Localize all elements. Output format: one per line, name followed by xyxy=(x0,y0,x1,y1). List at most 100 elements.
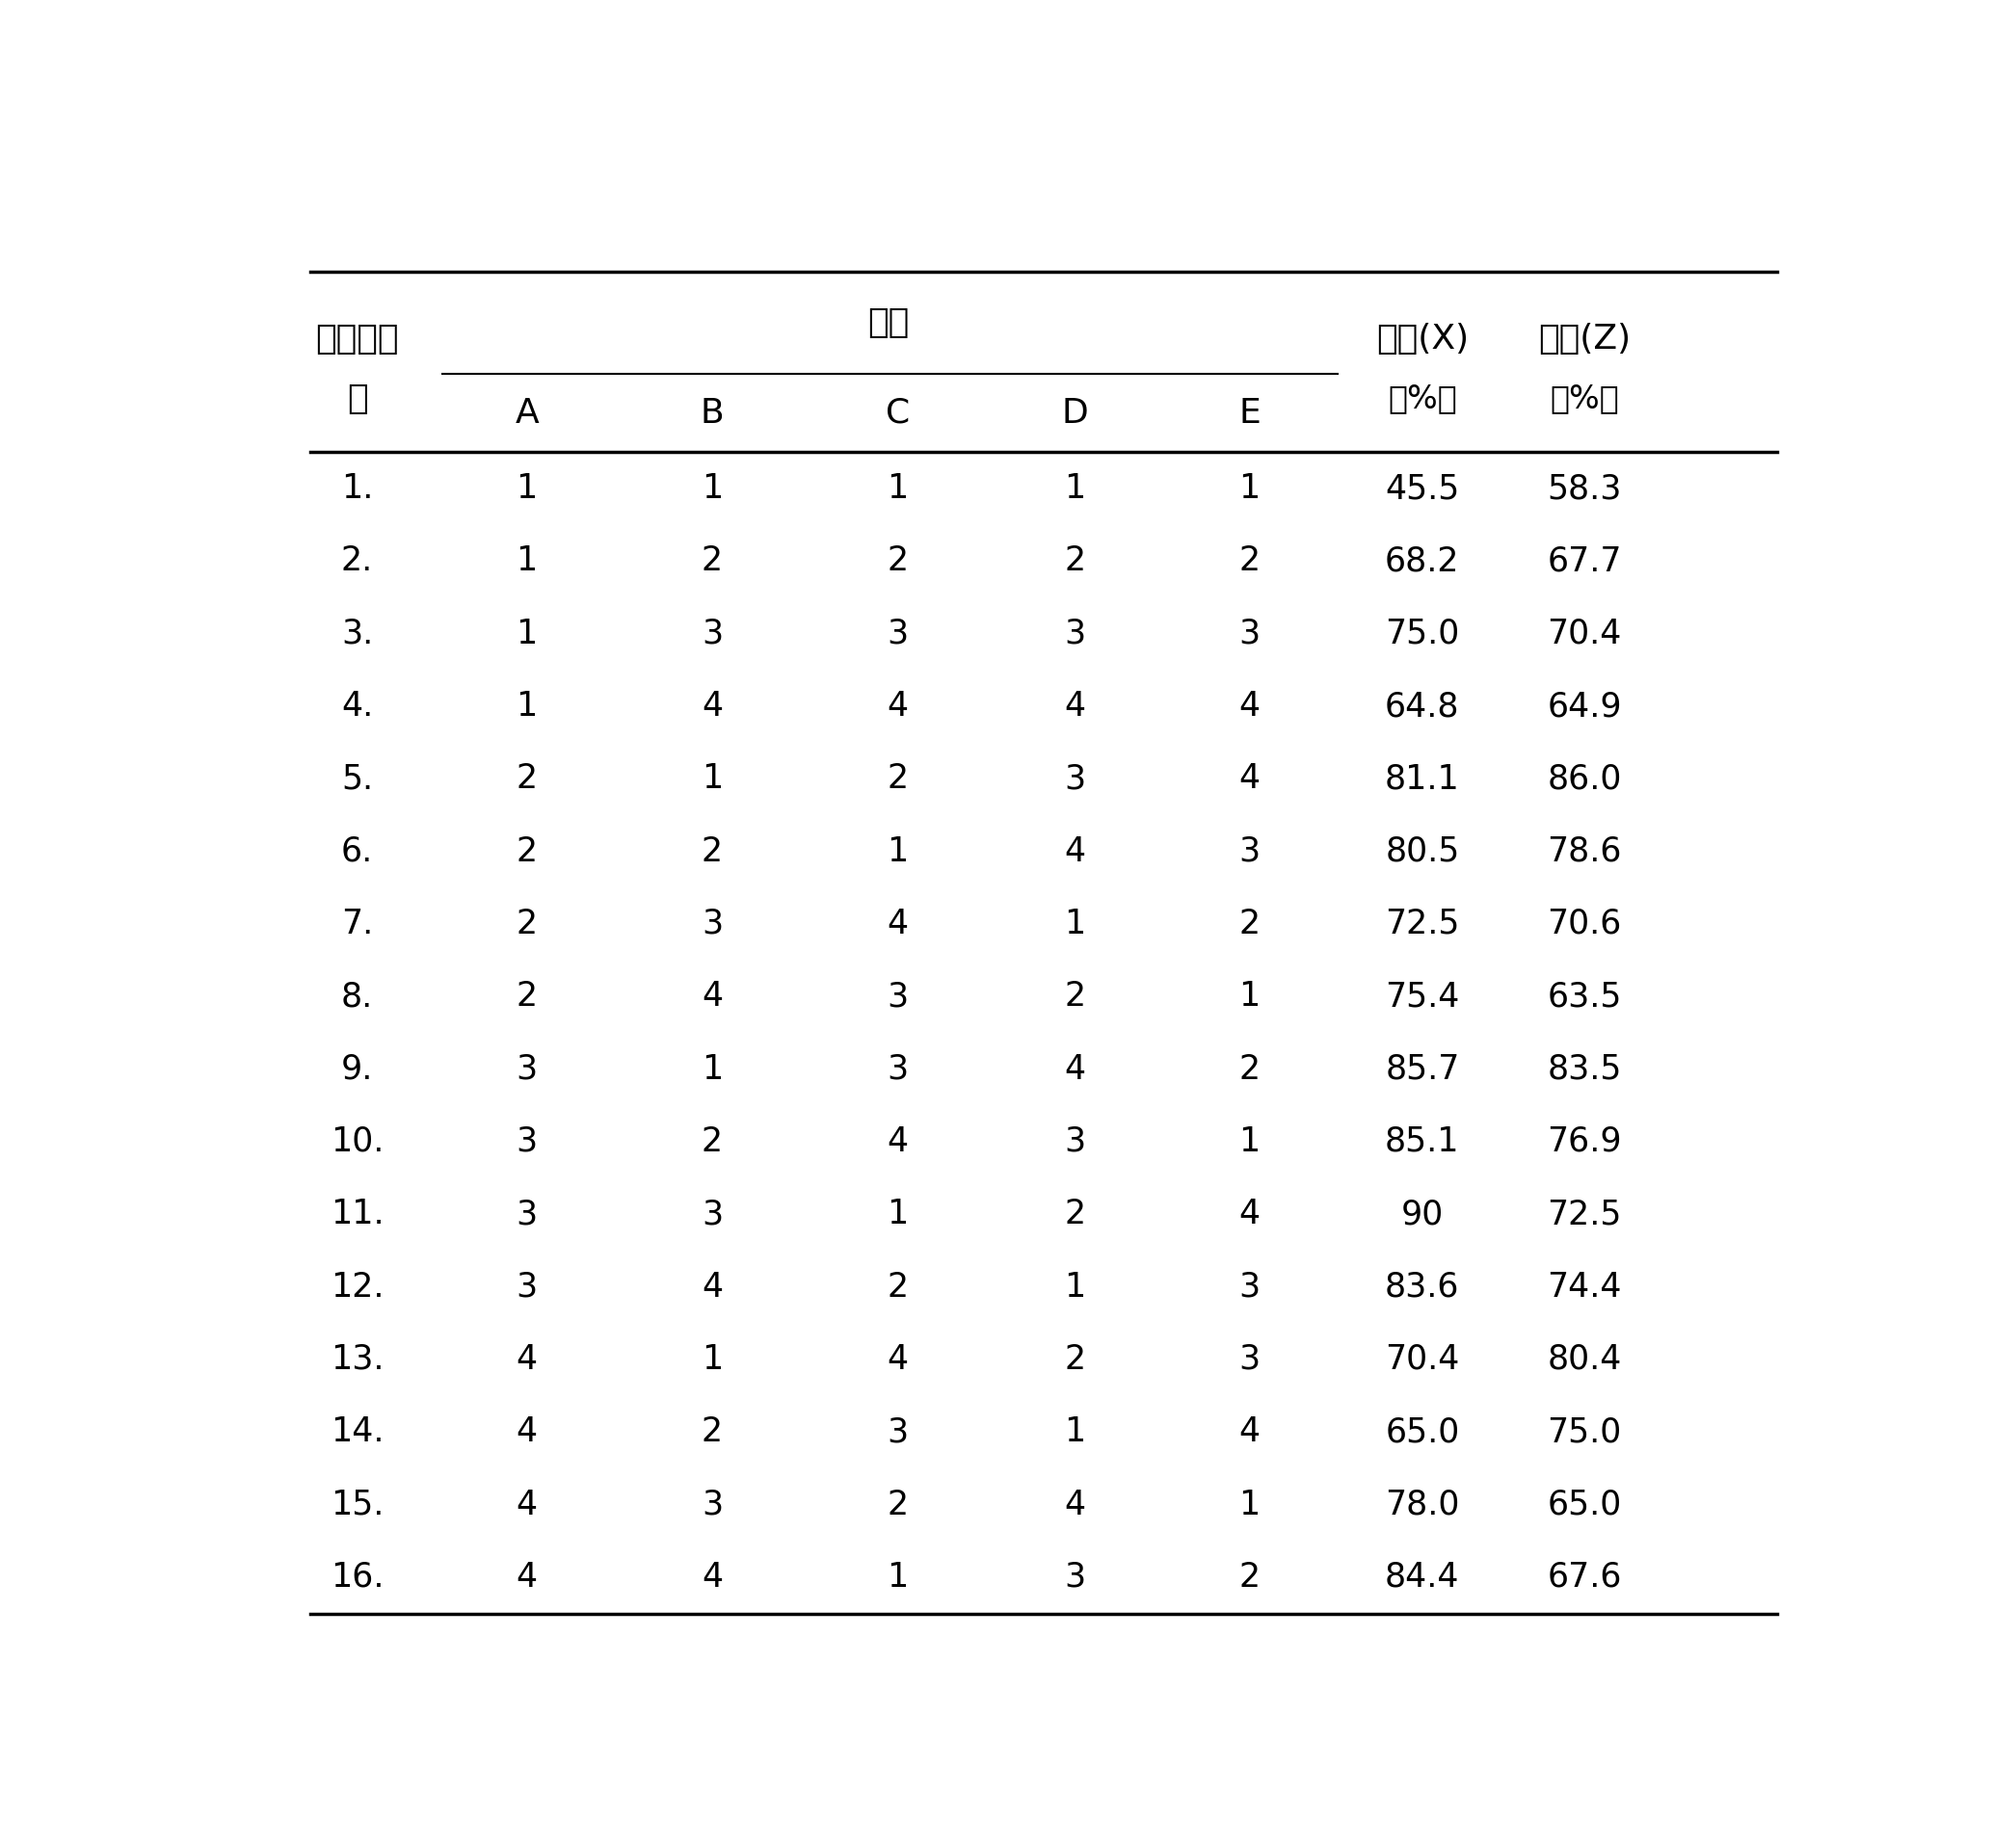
Text: 70.4: 70.4 xyxy=(1548,617,1621,650)
Text: 3: 3 xyxy=(701,907,723,941)
Text: 4: 4 xyxy=(1239,1198,1261,1231)
Text: 1: 1 xyxy=(701,473,723,505)
Text: 85.1: 85.1 xyxy=(1384,1125,1460,1159)
Text: 3.: 3. xyxy=(341,617,373,650)
Text: 3: 3 xyxy=(1064,617,1086,650)
Text: 1: 1 xyxy=(1064,473,1086,505)
Text: 83.5: 83.5 xyxy=(1548,1053,1621,1085)
Text: 4: 4 xyxy=(516,1343,538,1375)
Text: 6.: 6. xyxy=(341,835,373,869)
Text: 3: 3 xyxy=(886,1053,908,1085)
Text: 2: 2 xyxy=(886,763,908,795)
Text: 2: 2 xyxy=(1064,1198,1086,1231)
Text: 72.5: 72.5 xyxy=(1384,907,1460,941)
Text: 2: 2 xyxy=(1239,545,1261,578)
Text: 1: 1 xyxy=(886,1198,908,1231)
Text: 4: 4 xyxy=(886,1343,908,1375)
Text: 1: 1 xyxy=(1239,979,1261,1013)
Text: 1: 1 xyxy=(1239,1488,1261,1521)
Text: 1: 1 xyxy=(701,1053,723,1085)
Text: B: B xyxy=(701,397,723,429)
Text: 12.: 12. xyxy=(331,1270,384,1303)
Text: 2: 2 xyxy=(516,907,538,941)
Text: 3: 3 xyxy=(1239,1270,1261,1303)
Text: 4: 4 xyxy=(886,907,908,941)
Text: 1: 1 xyxy=(886,1562,908,1593)
Text: 13.: 13. xyxy=(331,1343,384,1375)
Text: 2: 2 xyxy=(1064,1343,1086,1375)
Text: 75.0: 75.0 xyxy=(1548,1416,1621,1449)
Text: 2: 2 xyxy=(516,835,538,869)
Text: 2: 2 xyxy=(701,1125,723,1159)
Text: 75.4: 75.4 xyxy=(1384,979,1460,1013)
Text: 4: 4 xyxy=(701,1562,723,1593)
Text: 9.: 9. xyxy=(341,1053,373,1085)
Text: 78.6: 78.6 xyxy=(1548,835,1621,869)
Text: 实施例序: 实施例序 xyxy=(315,323,398,355)
Text: A: A xyxy=(516,397,538,429)
Text: 3: 3 xyxy=(1239,835,1261,869)
Text: 3: 3 xyxy=(516,1053,538,1085)
Text: 84.4: 84.4 xyxy=(1384,1562,1460,1593)
Text: 号: 号 xyxy=(347,383,367,416)
Text: 70.6: 70.6 xyxy=(1548,907,1621,941)
Text: 3: 3 xyxy=(516,1270,538,1303)
Text: 3: 3 xyxy=(1064,763,1086,795)
Text: 4: 4 xyxy=(701,979,723,1013)
Text: 80.5: 80.5 xyxy=(1384,835,1460,869)
Text: 3: 3 xyxy=(1239,1343,1261,1375)
Text: 58.3: 58.3 xyxy=(1548,473,1621,505)
Text: 65.0: 65.0 xyxy=(1384,1416,1460,1449)
Text: 68.2: 68.2 xyxy=(1384,545,1460,578)
Text: 3: 3 xyxy=(1064,1125,1086,1159)
Text: 11.: 11. xyxy=(331,1198,384,1231)
Text: 14.: 14. xyxy=(331,1416,384,1449)
Text: 2: 2 xyxy=(1239,1562,1261,1593)
Text: （%）: （%） xyxy=(1550,383,1619,414)
Text: 3: 3 xyxy=(701,1488,723,1521)
Text: 1: 1 xyxy=(886,835,908,869)
Text: 1: 1 xyxy=(1064,907,1086,941)
Text: E: E xyxy=(1239,397,1261,429)
Text: 2: 2 xyxy=(1239,907,1261,941)
Text: 4: 4 xyxy=(886,689,908,723)
Text: 2: 2 xyxy=(701,1416,723,1449)
Text: 3: 3 xyxy=(701,617,723,650)
Text: 2: 2 xyxy=(701,545,723,578)
Text: 80.4: 80.4 xyxy=(1548,1343,1621,1375)
Text: 因素: 因素 xyxy=(867,307,908,340)
Text: 75.0: 75.0 xyxy=(1384,617,1460,650)
Text: 72.5: 72.5 xyxy=(1548,1198,1621,1231)
Text: 品位(Z): 品位(Z) xyxy=(1538,323,1631,355)
Text: 2: 2 xyxy=(1064,545,1086,578)
Text: （%）: （%） xyxy=(1388,383,1456,414)
Text: 70.4: 70.4 xyxy=(1384,1343,1460,1375)
Text: 3: 3 xyxy=(1064,1562,1086,1593)
Text: 1: 1 xyxy=(1064,1416,1086,1449)
Text: 4: 4 xyxy=(1239,689,1261,723)
Text: 4: 4 xyxy=(1064,689,1086,723)
Text: 1: 1 xyxy=(1064,1270,1086,1303)
Text: 3: 3 xyxy=(516,1198,538,1231)
Text: 2: 2 xyxy=(701,835,723,869)
Text: 86.0: 86.0 xyxy=(1548,763,1621,795)
Text: 3: 3 xyxy=(886,1416,908,1449)
Text: 2: 2 xyxy=(1064,979,1086,1013)
Text: D: D xyxy=(1062,397,1088,429)
Text: 65.0: 65.0 xyxy=(1548,1488,1621,1521)
Text: 4: 4 xyxy=(516,1562,538,1593)
Text: 1: 1 xyxy=(516,689,538,723)
Text: 5.: 5. xyxy=(341,763,373,795)
Text: 78.0: 78.0 xyxy=(1384,1488,1460,1521)
Text: 7.: 7. xyxy=(341,907,373,941)
Text: 74.4: 74.4 xyxy=(1548,1270,1621,1303)
Text: 4: 4 xyxy=(1064,835,1086,869)
Text: 3: 3 xyxy=(516,1125,538,1159)
Text: 4.: 4. xyxy=(341,689,373,723)
Text: 1: 1 xyxy=(516,473,538,505)
Text: 10.: 10. xyxy=(331,1125,384,1159)
Text: 1: 1 xyxy=(701,763,723,795)
Text: 1: 1 xyxy=(516,545,538,578)
Text: 83.6: 83.6 xyxy=(1384,1270,1460,1303)
Text: 3: 3 xyxy=(886,617,908,650)
